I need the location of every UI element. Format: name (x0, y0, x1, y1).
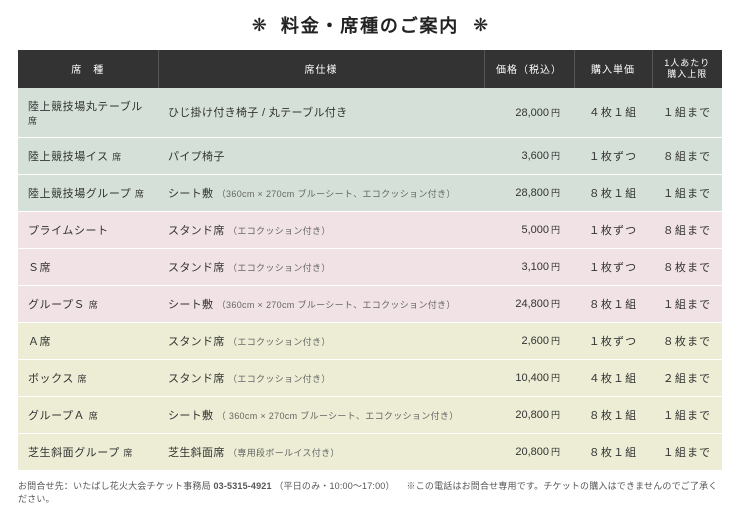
cell-unit: １枚ずつ (574, 322, 652, 359)
cell-price: 24,800円 (484, 285, 574, 322)
ornament-right-icon: ❋ (473, 15, 488, 36)
cell-price: 3,100円 (484, 248, 574, 285)
cell-spec: シート敷 （360cm × 270cm ブルーシート、エコクッション付き） (158, 285, 484, 322)
cell-spec: ひじ掛け付き椅子 / 丸テーブル付き (158, 88, 484, 138)
cell-spec: 芝生斜面席 （専用段ボールイス付き） (158, 433, 484, 470)
cell-type: 陸上競技場イス 席 (18, 137, 158, 174)
cell-price: 10,400円 (484, 359, 574, 396)
footer-tel: 03-5315-4921 (213, 481, 271, 491)
cell-price: 3,600円 (484, 137, 574, 174)
cell-unit: １枚ずつ (574, 211, 652, 248)
cell-type: Ａ席 (18, 322, 158, 359)
table-row: 芝生斜面グループ 席芝生斜面席 （専用段ボールイス付き）20,800円８枚１組１… (18, 433, 722, 470)
cell-price: 2,600円 (484, 322, 574, 359)
cell-unit: １枚ずつ (574, 137, 652, 174)
table-row: 陸上競技場グループ 席シート敷 （360cm × 270cm ブルーシート、エコ… (18, 174, 722, 211)
table-row: グループＡ 席シート敷 （ 360cm × 270cm ブルーシート、エコクッシ… (18, 396, 722, 433)
table-row: Ａ席スタンド席 （エコクッション付き）2,600円１枚ずつ８枚まで (18, 322, 722, 359)
cell-unit: ８枚１組 (574, 433, 652, 470)
table-row: 陸上競技場イス 席パイプ椅子3,600円１枚ずつ８組まで (18, 137, 722, 174)
cell-limit: ８枚まで (652, 248, 722, 285)
cell-type: グループＡ 席 (18, 396, 158, 433)
cell-limit: ２組まで (652, 359, 722, 396)
col-limit-l2: 購入上限 (659, 69, 717, 80)
ornament-left-icon: ❋ (252, 15, 267, 36)
col-limit-l1: 1人あたり (659, 58, 717, 69)
cell-unit: ８枚１組 (574, 174, 652, 211)
page-title-row: ❋ 料金・席種のご案内 ❋ (18, 12, 722, 38)
cell-unit: ８枚１組 (574, 285, 652, 322)
cell-price: 28,800円 (484, 174, 574, 211)
cell-spec: スタンド席 （エコクッション付き） (158, 248, 484, 285)
footer-hours: （平日のみ・10:00〜17:00） (274, 481, 394, 491)
cell-spec: シート敷 （360cm × 270cm ブルーシート、エコクッション付き） (158, 174, 484, 211)
table-row: ボックス 席スタンド席 （エコクッション付き）10,400円４枚１組２組まで (18, 359, 722, 396)
cell-price: 28,000円 (484, 88, 574, 138)
table-row: プライムシートスタンド席 （エコクッション付き）5,000円１枚ずつ８組まで (18, 211, 722, 248)
cell-type: 陸上競技場丸テーブル 席 (18, 88, 158, 138)
table-row: 陸上競技場丸テーブル 席ひじ掛け付き椅子 / 丸テーブル付き28,000円４枚１… (18, 88, 722, 138)
cell-unit: ８枚１組 (574, 396, 652, 433)
cell-limit: ８枚まで (652, 322, 722, 359)
table-row: Ｓ席スタンド席 （エコクッション付き）3,100円１枚ずつ８枚まで (18, 248, 722, 285)
cell-type: グループＳ 席 (18, 285, 158, 322)
cell-spec: シート敷 （ 360cm × 270cm ブルーシート、エコクッション付き） (158, 396, 484, 433)
cell-unit: ４枚１組 (574, 359, 652, 396)
cell-limit: ８組まで (652, 137, 722, 174)
cell-limit: １組まで (652, 433, 722, 470)
footer-prefix: お問合せ先：いたばし花火大会チケット事務局 (18, 481, 213, 491)
cell-type: プライムシート (18, 211, 158, 248)
cell-unit: ４枚１組 (574, 88, 652, 138)
cell-type: Ｓ席 (18, 248, 158, 285)
footer-note: お問合せ先：いたばし花火大会チケット事務局 03-5315-4921 （平日のみ… (18, 479, 722, 505)
cell-spec: スタンド席 （エコクッション付き） (158, 359, 484, 396)
col-price: 価格（税込） (484, 50, 574, 88)
col-spec: 席仕様 (158, 50, 484, 88)
cell-spec: パイプ椅子 (158, 137, 484, 174)
cell-limit: １組まで (652, 88, 722, 138)
cell-price: 20,800円 (484, 396, 574, 433)
cell-price: 5,000円 (484, 211, 574, 248)
page-title: 料金・席種のご案内 (281, 12, 459, 38)
cell-spec: スタンド席 （エコクッション付き） (158, 211, 484, 248)
cell-price: 20,800円 (484, 433, 574, 470)
col-unit: 購入単価 (574, 50, 652, 88)
table-row: グループＳ 席シート敷 （360cm × 270cm ブルーシート、エコクッショ… (18, 285, 722, 322)
col-limit: 1人あたり 購入上限 (652, 50, 722, 88)
table-header-row: 席 種 席仕様 価格（税込） 購入単価 1人あたり 購入上限 (18, 50, 722, 88)
cell-limit: １組まで (652, 174, 722, 211)
cell-type: 芝生斜面グループ 席 (18, 433, 158, 470)
pricing-table: 席 種 席仕様 価格（税込） 購入単価 1人あたり 購入上限 陸上競技場丸テーブ… (18, 50, 722, 471)
cell-limit: ８組まで (652, 211, 722, 248)
cell-limit: １組まで (652, 396, 722, 433)
cell-type: ボックス 席 (18, 359, 158, 396)
cell-unit: １枚ずつ (574, 248, 652, 285)
cell-type: 陸上競技場グループ 席 (18, 174, 158, 211)
col-type: 席 種 (18, 50, 158, 88)
cell-spec: スタンド席 （エコクッション付き） (158, 322, 484, 359)
cell-limit: １組まで (652, 285, 722, 322)
